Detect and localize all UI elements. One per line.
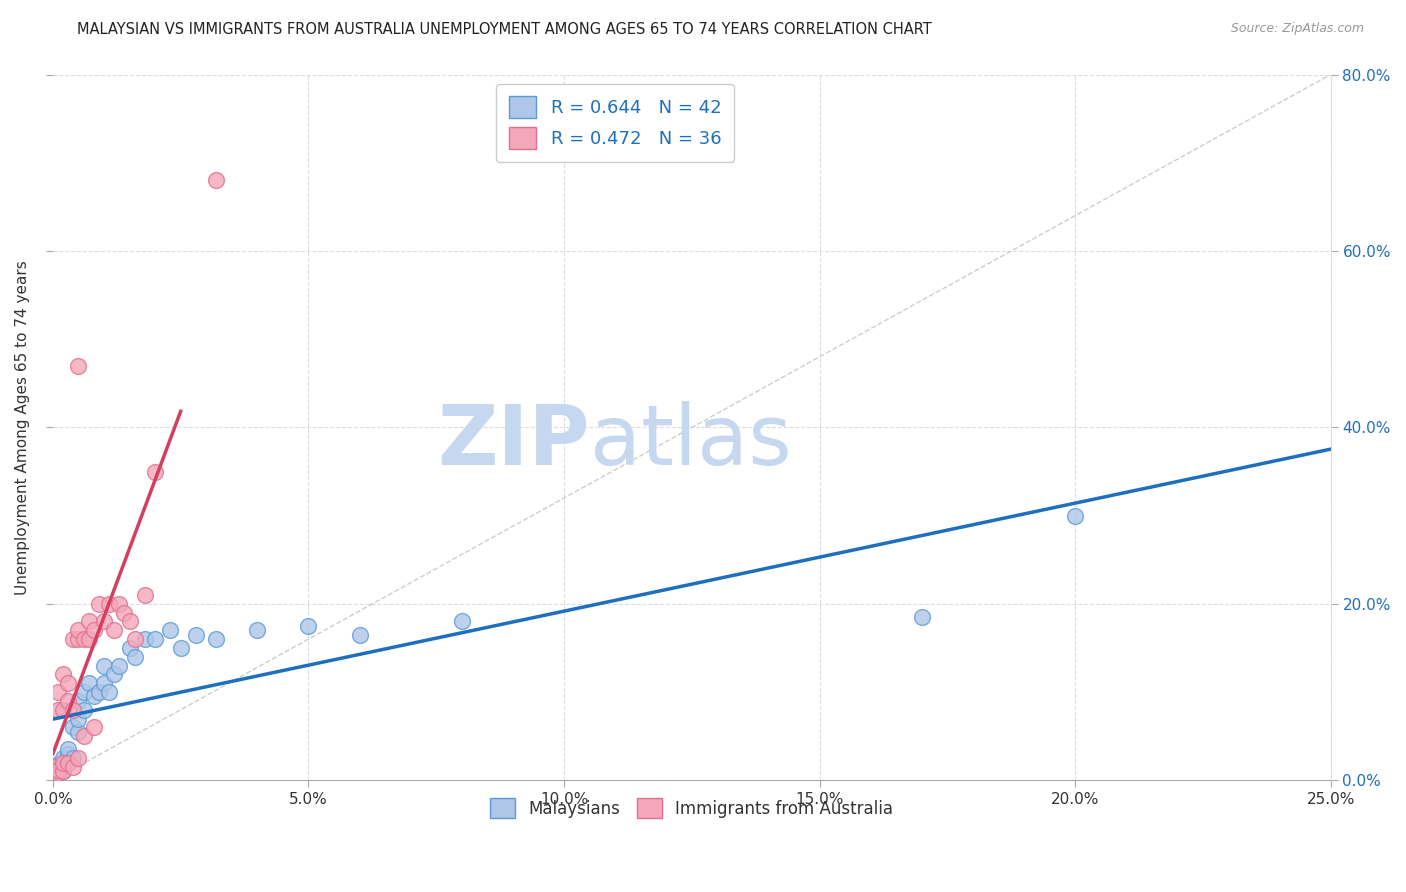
Point	[67, 359, 90, 373]
Point	[67, 751, 90, 765]
Point	[134, 632, 156, 647]
Point	[46, 763, 69, 777]
Point	[58, 756, 80, 770]
Point	[170, 640, 193, 655]
Point	[62, 760, 84, 774]
Point	[58, 742, 80, 756]
Point	[911, 610, 934, 624]
Point	[77, 615, 100, 629]
Point	[42, 766, 65, 780]
Point	[93, 615, 115, 629]
Point	[67, 694, 90, 708]
Point	[46, 764, 69, 779]
Point	[46, 685, 69, 699]
Point	[46, 766, 69, 780]
Point	[58, 694, 80, 708]
Point	[42, 764, 65, 779]
Point	[58, 676, 80, 690]
Point	[62, 751, 84, 765]
Point	[103, 667, 125, 681]
Y-axis label: Unemployment Among Ages 65 to 74 years: Unemployment Among Ages 65 to 74 years	[15, 260, 30, 595]
Point	[114, 606, 136, 620]
Point	[58, 747, 80, 761]
Point	[118, 640, 141, 655]
Point	[46, 757, 69, 772]
Point	[118, 615, 141, 629]
Point	[83, 690, 105, 704]
Text: MALAYSIAN VS IMMIGRANTS FROM AUSTRALIA UNEMPLOYMENT AMONG AGES 65 TO 74 YEARS CO: MALAYSIAN VS IMMIGRANTS FROM AUSTRALIA U…	[77, 22, 932, 37]
Text: ZIP: ZIP	[437, 401, 589, 482]
Point	[67, 632, 90, 647]
Point	[46, 760, 69, 774]
Point	[72, 703, 94, 717]
Text: atlas: atlas	[589, 401, 792, 482]
Point	[134, 588, 156, 602]
Point	[52, 756, 75, 770]
Point	[72, 632, 94, 647]
Point	[42, 769, 65, 783]
Point	[77, 632, 100, 647]
Point	[62, 632, 84, 647]
Point	[72, 685, 94, 699]
Point	[450, 615, 472, 629]
Point	[103, 624, 125, 638]
Point	[42, 769, 65, 783]
Text: Source: ZipAtlas.com: Source: ZipAtlas.com	[1230, 22, 1364, 36]
Legend: Malaysians, Immigrants from Australia: Malaysians, Immigrants from Australia	[484, 791, 900, 825]
Point	[83, 624, 105, 638]
Point	[52, 667, 75, 681]
Point	[46, 703, 69, 717]
Point	[72, 729, 94, 743]
Point	[143, 465, 166, 479]
Point	[46, 763, 69, 777]
Point	[87, 597, 110, 611]
Point	[52, 760, 75, 774]
Point	[52, 751, 75, 765]
Point	[159, 624, 181, 638]
Point	[297, 619, 319, 633]
Point	[58, 756, 80, 770]
Point	[42, 760, 65, 774]
Point	[124, 632, 146, 647]
Point	[124, 649, 146, 664]
Point	[52, 764, 75, 779]
Point	[108, 658, 131, 673]
Point	[52, 764, 75, 779]
Point	[184, 628, 207, 642]
Point	[52, 703, 75, 717]
Point	[205, 632, 228, 647]
Point	[67, 712, 90, 726]
Point	[87, 685, 110, 699]
Point	[52, 756, 75, 770]
Point	[108, 597, 131, 611]
Point	[1064, 508, 1087, 523]
Point	[98, 685, 121, 699]
Point	[98, 597, 121, 611]
Point	[143, 632, 166, 647]
Point	[62, 720, 84, 734]
Point	[67, 624, 90, 638]
Point	[205, 173, 228, 187]
Point	[246, 624, 269, 638]
Point	[83, 720, 105, 734]
Point	[93, 676, 115, 690]
Point	[67, 724, 90, 739]
Point	[77, 676, 100, 690]
Point	[349, 628, 371, 642]
Point	[62, 703, 84, 717]
Point	[93, 658, 115, 673]
